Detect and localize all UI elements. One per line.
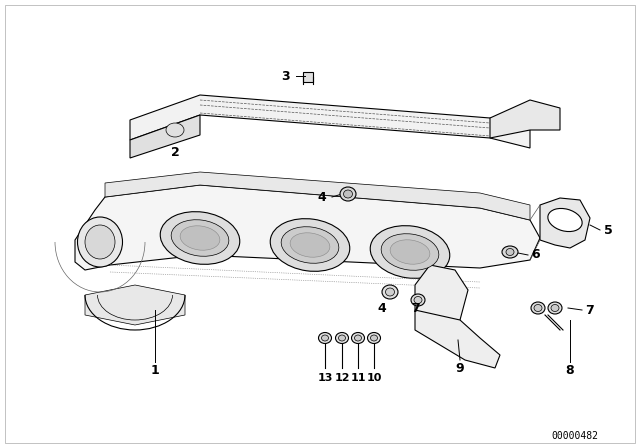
Ellipse shape [321,335,328,341]
Ellipse shape [281,227,339,263]
Text: 10: 10 [366,373,381,383]
Ellipse shape [77,217,122,267]
Ellipse shape [319,332,332,344]
Polygon shape [75,185,540,270]
Polygon shape [85,285,185,325]
Polygon shape [303,72,313,82]
Ellipse shape [390,240,430,264]
Text: 11: 11 [350,373,365,383]
Text: 9: 9 [456,362,464,375]
Ellipse shape [171,220,229,256]
Ellipse shape [502,246,518,258]
Text: 5: 5 [604,224,612,237]
Ellipse shape [166,123,184,137]
Ellipse shape [355,335,362,341]
Ellipse shape [290,233,330,257]
Polygon shape [490,100,560,138]
Ellipse shape [385,288,394,296]
Ellipse shape [381,234,439,270]
Text: 7: 7 [586,303,595,316]
Ellipse shape [351,332,365,344]
Ellipse shape [382,285,398,299]
Ellipse shape [340,187,356,201]
Ellipse shape [270,219,350,271]
Ellipse shape [414,297,422,303]
Text: 12: 12 [334,373,349,383]
Ellipse shape [506,249,514,255]
Ellipse shape [534,305,542,311]
Text: 1: 1 [150,363,159,376]
Text: 4: 4 [378,302,387,314]
Ellipse shape [339,335,346,341]
Ellipse shape [180,226,220,250]
Text: 4: 4 [317,190,326,203]
Ellipse shape [551,305,559,311]
Text: 7: 7 [412,302,420,314]
Ellipse shape [85,225,115,259]
Ellipse shape [548,208,582,232]
Polygon shape [540,198,590,248]
Ellipse shape [411,294,425,306]
Ellipse shape [548,302,562,314]
Ellipse shape [344,190,353,198]
Ellipse shape [371,335,378,341]
Polygon shape [415,310,500,368]
Ellipse shape [531,302,545,314]
Polygon shape [130,95,530,148]
Polygon shape [130,115,200,158]
Text: 3: 3 [281,69,289,82]
Text: 2: 2 [171,146,179,159]
Ellipse shape [335,332,349,344]
Ellipse shape [367,332,381,344]
Text: 00000482: 00000482 [552,431,598,441]
Text: 6: 6 [532,249,540,262]
Text: 8: 8 [566,363,574,376]
Ellipse shape [160,211,240,264]
Polygon shape [105,172,530,220]
Text: 13: 13 [317,373,333,383]
Ellipse shape [370,226,450,278]
Polygon shape [415,265,468,330]
